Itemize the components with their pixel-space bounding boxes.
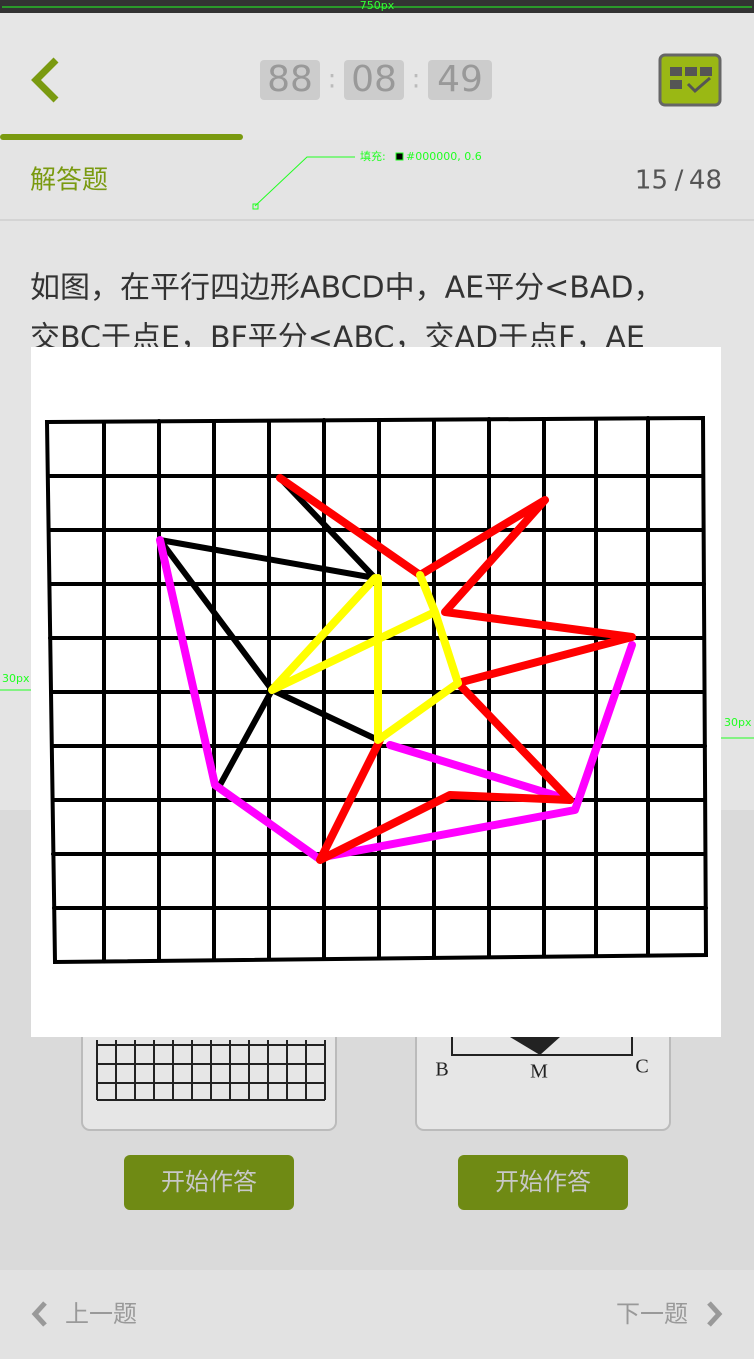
timer-minutes: 08 <box>351 59 397 100</box>
figure-lines <box>156 474 636 864</box>
next-button[interactable]: 下一题 <box>616 1300 688 1328</box>
width-label: 750px <box>360 0 395 12</box>
fill-value: #000000, 0.6 <box>406 150 482 163</box>
footer <box>0 1270 754 1359</box>
start-button[interactable] <box>124 1155 294 1210</box>
next-arrow[interactable] <box>707 1301 723 1327</box>
start-button-label: 开始作答 <box>495 1168 591 1196</box>
question-text: 如图，在平行四边形ABCD中，AE平分<BAD， <box>30 271 663 306</box>
margin-label: 30px <box>2 672 30 685</box>
annotation-dot <box>252 203 259 210</box>
card-thumbnail <box>96 1040 326 1101</box>
point-label: B <box>435 1059 448 1081</box>
timer-box <box>428 60 492 100</box>
point-label: M <box>530 1061 548 1083</box>
question-current: 15 <box>635 166 668 196</box>
fill-swatch <box>395 152 404 161</box>
start-button-label: 开始作答 <box>161 1168 257 1196</box>
question-total: 48 <box>689 166 722 196</box>
question-type: 解答题 <box>30 166 108 196</box>
point-label: C <box>635 1056 648 1078</box>
annotation-leader <box>254 156 355 207</box>
start-button[interactable] <box>458 1155 628 1210</box>
timer-box <box>260 60 320 100</box>
margin-label: 30px <box>724 716 752 729</box>
progress-bar <box>0 134 243 140</box>
timer-sep: : <box>328 65 337 95</box>
timer-seconds: 49 <box>437 59 483 100</box>
answer-sheet-button[interactable] <box>658 53 722 107</box>
timer: 88 : 08 : 49 <box>260 59 492 100</box>
fill-label: 填充: <box>360 149 386 163</box>
back-button[interactable] <box>31 57 59 103</box>
prev-button[interactable]: 上一题 <box>65 1300 137 1328</box>
card-thumbnail: B M C <box>435 1037 649 1083</box>
timer-sep: : <box>412 65 421 95</box>
timer-box <box>344 60 404 100</box>
timer-hours: 88 <box>267 59 313 100</box>
prev-arrow[interactable] <box>31 1301 47 1327</box>
question-separator: / <box>675 166 684 196</box>
